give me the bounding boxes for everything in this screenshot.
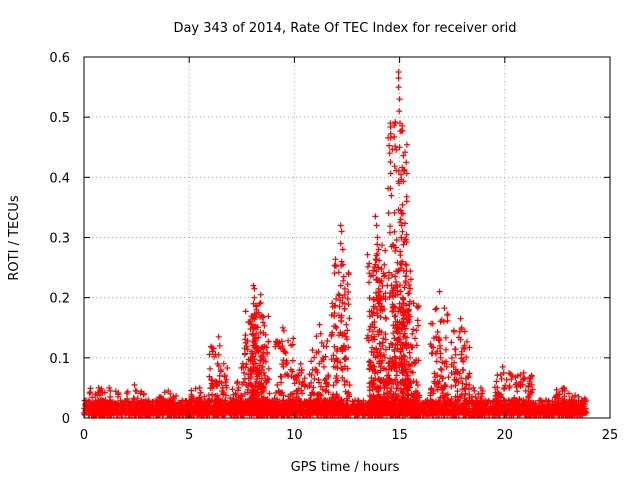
data-point [265,313,271,319]
data-point [449,370,455,376]
data-point [453,352,459,358]
data-point [404,142,410,148]
data-point [324,338,330,344]
data-point [493,379,499,385]
data-point [441,305,447,311]
data-point [386,210,392,216]
data-point [429,351,435,357]
data-point [224,365,230,371]
data-point [346,315,352,321]
data-point [403,159,409,165]
data-point [445,311,451,317]
data-point [392,348,398,354]
data-point [261,323,267,329]
data-point [207,366,213,372]
data-point [209,392,215,398]
data-point [345,289,351,295]
data-point [332,263,338,269]
data-points [81,69,590,418]
data-point [345,281,351,287]
data-point [229,386,235,392]
data-point [332,270,338,276]
data-point [386,143,392,149]
data-point [434,306,440,312]
data-point [308,358,314,364]
data-point [243,308,249,314]
data-point [391,134,397,140]
data-point [388,171,394,177]
data-point [445,318,451,324]
grid-layer [84,57,610,418]
data-point [432,306,438,312]
data-point [365,264,371,270]
data-point [388,193,394,199]
data-point [501,386,507,392]
data-point [392,210,398,216]
data-point [345,296,351,302]
data-point [260,319,266,325]
data-point [410,326,416,332]
data-point [285,338,291,344]
data-point [379,242,385,248]
chart-title: Day 343 of 2014, Rate Of TEC Index for r… [173,21,516,36]
data-point [392,163,398,169]
data-point [243,332,249,338]
data-point [342,286,348,292]
data-point [434,359,440,365]
data-point [387,159,393,165]
data-point [266,366,272,372]
data-point [382,248,388,254]
data-point [400,229,406,235]
data-point [265,339,271,345]
data-point [387,223,393,229]
data-point [124,390,130,396]
data-point [415,382,421,388]
data-point [373,256,379,262]
data-point [460,380,466,386]
data-point [267,391,273,397]
data-point [443,335,449,341]
data-point [404,198,410,204]
data-point [446,374,452,380]
data-point [393,279,399,285]
data-point [400,202,406,208]
data-point [438,366,444,372]
data-point [387,230,393,236]
data-point [494,372,500,378]
data-point [365,252,371,258]
data-point [392,143,398,149]
data-point [392,229,398,235]
data-point [398,252,404,258]
data-point [451,329,457,335]
data-point [366,261,372,267]
data-point [448,339,454,345]
data-point [443,347,449,353]
data-point [453,382,459,388]
data-point [290,335,296,341]
data-point [366,279,372,285]
data-point [240,361,246,367]
data-point [125,389,131,395]
data-point [333,256,339,262]
data-point [374,241,380,247]
data-point [404,232,410,238]
data-point [452,346,458,352]
data-point [290,358,296,364]
data-point [448,384,454,390]
data-point [514,388,520,394]
data-point [336,269,342,275]
data-point [462,385,468,391]
data-point [107,394,113,400]
data-point [415,317,421,323]
data-point [343,322,349,328]
data-point [412,335,418,341]
data-point [383,316,389,322]
data-point [162,389,168,395]
